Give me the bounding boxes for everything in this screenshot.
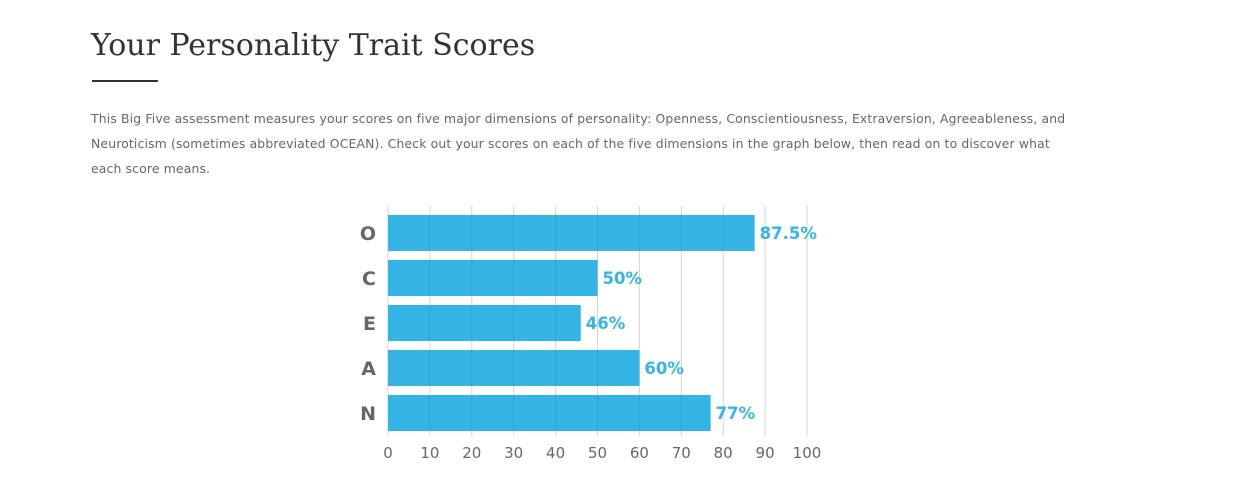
bar-e bbox=[388, 305, 581, 341]
x-tick-label: 10 bbox=[420, 444, 439, 462]
page-title: Your Personality Trait Scores bbox=[91, 28, 536, 63]
bar-o bbox=[388, 215, 755, 251]
x-tick-label: 0 bbox=[383, 444, 393, 462]
category-label: E bbox=[363, 313, 376, 335]
x-tick-label: 70 bbox=[672, 444, 691, 462]
bar-c bbox=[388, 260, 598, 296]
grid-overlay bbox=[429, 206, 808, 436]
x-tick-label: 20 bbox=[462, 444, 481, 462]
intro-paragraph: This Big Five assessment measures your s… bbox=[91, 111, 1066, 176]
x-tick-label: 80 bbox=[714, 444, 733, 462]
category-label: A bbox=[361, 358, 376, 380]
category-label: C bbox=[362, 268, 376, 290]
x-tick-label: 60 bbox=[630, 444, 649, 462]
title-underline bbox=[92, 80, 158, 82]
value-label: 87.5% bbox=[760, 224, 818, 243]
x-tick-label: 100 bbox=[793, 444, 822, 462]
x-tick-label: 50 bbox=[588, 444, 607, 462]
x-tick-label: 30 bbox=[504, 444, 523, 462]
x-tick-label: 40 bbox=[546, 444, 565, 462]
bar-n bbox=[388, 395, 711, 431]
value-label: 50% bbox=[603, 269, 643, 288]
bars bbox=[388, 206, 808, 436]
value-label: 60% bbox=[644, 359, 684, 378]
value-label: 46% bbox=[586, 314, 626, 333]
value-label: 77% bbox=[716, 404, 756, 423]
x-tick-label: 90 bbox=[756, 444, 775, 462]
bar-a bbox=[388, 350, 640, 386]
category-label: O bbox=[360, 223, 376, 245]
category-label: N bbox=[360, 403, 376, 425]
labels: 0 10 20 30 40 50 60 70 80 90 100 O 87.5% C 50% E 46% A 60%… bbox=[360, 223, 821, 462]
